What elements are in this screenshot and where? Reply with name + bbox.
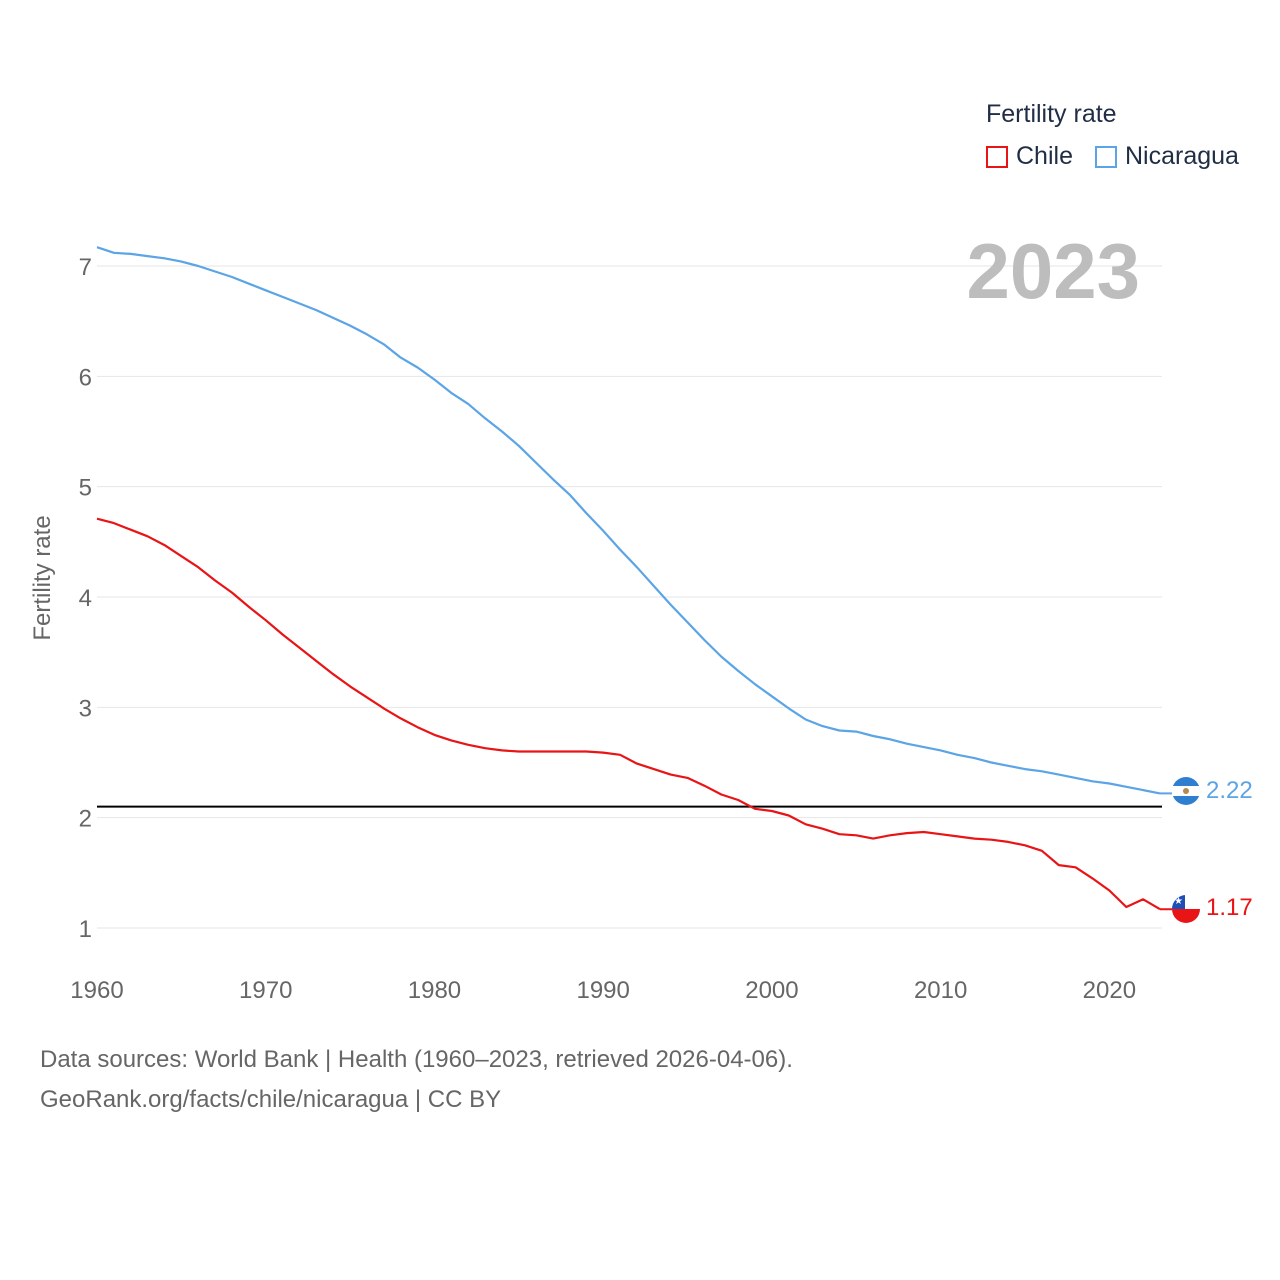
x-tick-label: 1970 [239,977,292,1004]
y-tick-label: 1 [79,916,92,943]
legend-label-nicaragua: Nicaragua [1125,142,1239,170]
y-axis-label: Fertility rate [29,515,56,641]
y-tick-label: 2 [79,806,92,833]
end-label-nicaragua: 2.22 [1206,777,1253,804]
legend-swatch-nicaragua [1095,145,1117,168]
x-tick-label: 1990 [576,977,629,1004]
x-tick-label: 1980 [408,977,461,1004]
chile-flag-icon: ★ [1172,895,1200,923]
year-label: 2023 [966,227,1140,315]
end-label-chile: 1.17 [1206,894,1253,921]
legend-item-chile[interactable]: Chile [986,142,1073,171]
x-tick-label: 2010 [914,977,967,1004]
legend-item-nicaragua[interactable]: Nicaragua [1095,142,1239,171]
series-line-nicaragua [96,246,1161,795]
y-tick-label: 4 [79,585,92,612]
source-line-1: Data sources: World Bank | Health (1960–… [40,1046,793,1073]
series-line-chile [96,517,1161,911]
y-tick-label: 7 [79,254,92,281]
nicaragua-flag-icon [1172,777,1200,805]
x-tick-label: 2020 [1083,977,1136,1004]
legend-swatch-chile [986,145,1008,168]
legend-label-chile: Chile [1016,142,1073,170]
x-tick-label: 2000 [745,977,798,1004]
y-tick-label: 5 [79,475,92,502]
y-tick-label: 6 [79,364,92,391]
x-tick-label: 1960 [70,977,123,1004]
source-line-2: GeoRank.org/facts/chile/nicaragua | CC B… [40,1086,502,1113]
y-tick-label: 3 [79,695,92,722]
legend-title: Fertility rate [986,100,1117,128]
